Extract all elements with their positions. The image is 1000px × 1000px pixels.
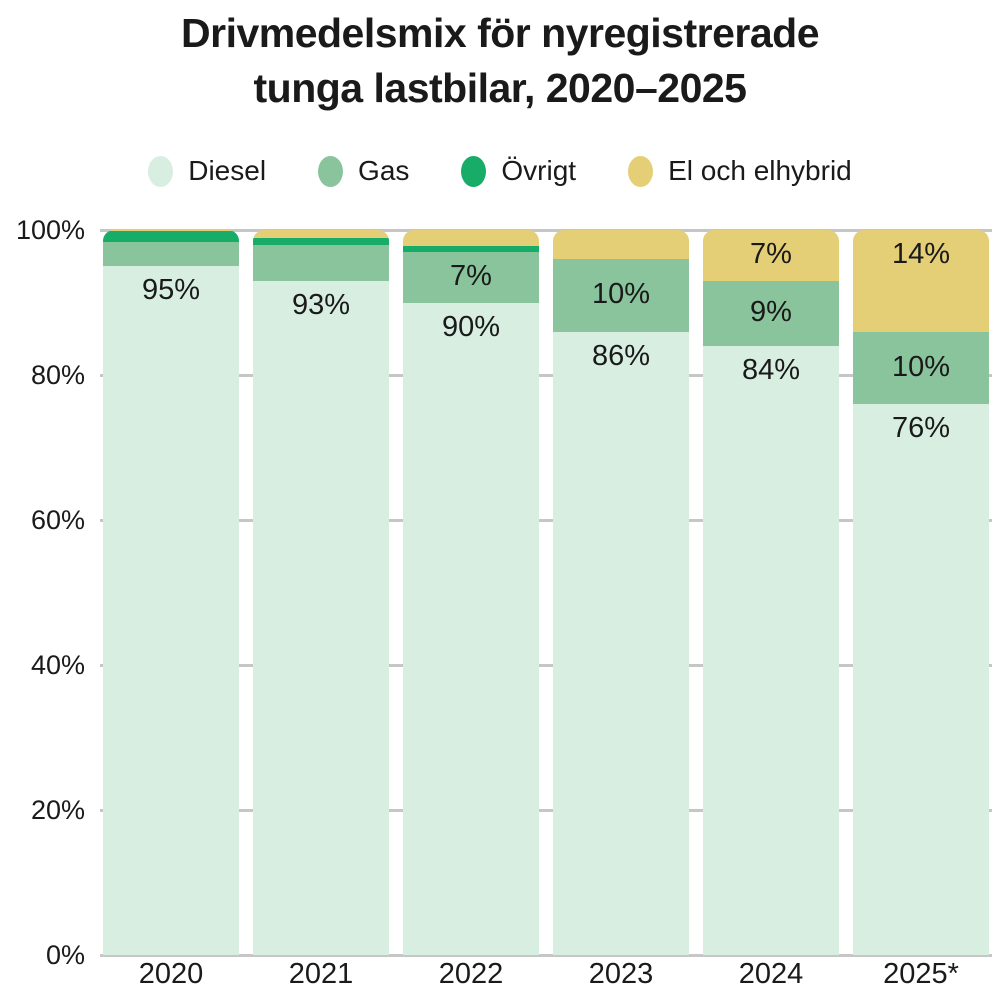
legend-label-el-och-elhybrid: El och elhybrid	[668, 155, 852, 186]
legend-marker-gas	[318, 155, 344, 187]
bar-2024: 84% 9% 7%	[703, 230, 839, 955]
bar-2021: 93%	[253, 230, 389, 955]
x-axis-label: 2020	[138, 958, 204, 990]
legend-marker-el-och-elhybrid	[628, 155, 654, 187]
segment-value-label: 7%	[750, 238, 792, 271]
segment-gas	[103, 241, 239, 267]
x-axis: 2020 2021 2022 2023 2024 2025*	[96, 958, 996, 998]
segment-övrigt	[403, 245, 539, 252]
y-axis-tick-label: 80%	[30, 360, 85, 390]
chart-title-line1: Drivmedelsmix för nyregistrerade	[181, 10, 820, 56]
y-axis: 0% 20% 40% 60% 80% 100%	[0, 215, 85, 970]
legend-item-el-och-elhybrid: El och elhybrid	[628, 155, 852, 187]
segment-gas	[403, 251, 539, 303]
bar-2023: 86% 10%	[553, 230, 689, 955]
segment-gas	[253, 244, 389, 281]
segment-value-label: 84%	[741, 354, 801, 386]
chart-title-line2: tunga lastbilar, 2020–2025	[253, 65, 747, 111]
x-axis-label: 2025*	[883, 958, 959, 990]
segment-value-label: 93%	[291, 288, 351, 321]
legend-marker-diesel	[148, 155, 174, 187]
legend-marker-ovrigt	[461, 155, 487, 187]
y-axis-tick-label: 0%	[45, 940, 85, 970]
segment-value-label: 76%	[891, 412, 951, 444]
bar-2022: 90% 7%	[403, 230, 539, 955]
segment-value-label: 95%	[141, 274, 201, 307]
x-axis-label: 2022	[438, 958, 504, 990]
y-axis-tick-label: 20%	[30, 795, 85, 825]
gridline-100%	[100, 228, 992, 232]
segment-diesel	[403, 302, 539, 955]
segment-value-label: 14%	[891, 238, 951, 270]
y-axis-tick-label: 100%	[15, 215, 85, 245]
segment-gas	[553, 259, 689, 332]
x-axis-label: 2023	[588, 958, 654, 990]
legend-label-ovrigt: Övrigt	[501, 155, 577, 186]
segment-value-label: 90%	[441, 310, 501, 343]
segment-el-och-elhybrid	[253, 230, 389, 238]
segment-value-label: 7%	[450, 260, 492, 293]
segment-övrigt	[253, 237, 389, 245]
gridline-40%	[100, 663, 992, 667]
segment-diesel	[553, 331, 689, 955]
legend-item-gas: Gas	[318, 155, 409, 187]
segment-diesel	[103, 266, 239, 955]
segment-el-och-elhybrid	[403, 230, 539, 246]
segment-value-label: 86%	[591, 339, 651, 372]
segment-diesel	[253, 280, 389, 955]
segment-value-label: 10%	[891, 350, 951, 383]
plot-area: 95% 93% 90% 7% 86% 10% 84% 9% 7% 76% 10% 14%	[96, 228, 996, 957]
chart-title: Drivmedelsmix för nyregistrerade tunga l…	[0, 6, 1000, 116]
segment-el-och-elhybrid	[553, 230, 689, 259]
segment-diesel	[703, 346, 839, 955]
bar-2020: 95%	[103, 230, 239, 955]
segment-el-och-elhybrid	[853, 230, 989, 332]
segment-value-label: 10%	[591, 278, 651, 311]
legend-item-ovrigt: Övrigt	[461, 155, 576, 187]
segment-övrigt	[103, 231, 239, 242]
legend-label-diesel: Diesel	[188, 155, 267, 186]
legend: Diesel Gas Övrigt El och elhybrid	[0, 155, 1000, 187]
segment-gas	[853, 331, 989, 404]
segment-diesel	[853, 404, 989, 955]
segment-gas	[703, 280, 839, 346]
segment-value-label: 9%	[750, 296, 792, 329]
y-axis-tick-label: 60%	[30, 505, 85, 535]
y-axis-tick-label: 40%	[30, 650, 85, 680]
x-axis-label: 2021	[288, 958, 354, 990]
bar-2025: 76% 10% 14%	[853, 230, 989, 955]
legend-label-gas: Gas	[358, 155, 410, 186]
x-axis-label: 2024	[738, 958, 804, 990]
gridline-80%	[100, 373, 992, 377]
gridline-0%	[100, 953, 992, 957]
segment-el-och-elhybrid	[103, 230, 239, 232]
gridline-20%	[100, 808, 992, 812]
legend-item-diesel: Diesel	[148, 155, 266, 187]
segment-el-och-elhybrid	[703, 230, 839, 281]
gridline-60%	[100, 518, 992, 522]
